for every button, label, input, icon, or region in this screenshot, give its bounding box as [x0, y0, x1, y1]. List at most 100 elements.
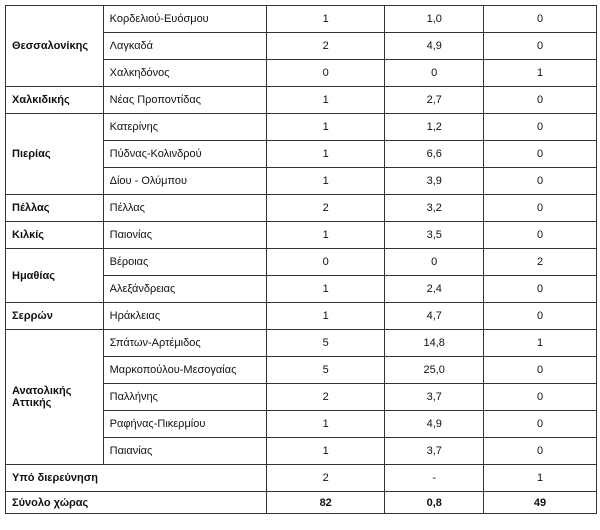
value-cell: 5 [265, 356, 386, 384]
table-row: Σερρών Ηράκλειας 1 4,7 0 [5, 302, 597, 330]
value-cell: 2,7 [384, 86, 485, 114]
municipality-cell: Δίου - Ολύμπου [102, 167, 267, 195]
value-cell: 1 [265, 275, 386, 303]
table-row: Πιερίας Κατερίνης 1 1,2 0 [5, 113, 597, 195]
value-cell: 0 [483, 5, 597, 33]
value-cell: 0 [483, 32, 597, 60]
value-cell: 4,9 [384, 410, 485, 438]
value-cell: 0 [483, 275, 597, 303]
municipality-cell: Χαλκηδόνος [102, 59, 267, 87]
table-row: Ραφήνας-Πικερμίου 1 4,9 0 [6, 410, 597, 438]
value-cell: 82 [265, 491, 386, 514]
value-cell: 2,4 [384, 275, 485, 303]
municipality-cell: Κατερίνης [102, 113, 267, 141]
value-cell: 5 [265, 329, 386, 357]
value-cell: 0 [483, 194, 597, 222]
region-cell: Πιερίας [5, 113, 104, 195]
value-cell: 4,9 [384, 32, 485, 60]
value-cell: 0 [483, 302, 597, 330]
value-cell: 0 [483, 167, 597, 195]
value-cell: 1 [265, 167, 386, 195]
value-cell: 25,0 [384, 356, 485, 384]
municipality-cell: Ραφήνας-Πικερμίου [102, 410, 267, 438]
value-cell: 2 [265, 194, 386, 222]
municipality-cell: Παιανίας [102, 437, 267, 465]
summary-label: Υπό διερεύνηση [5, 464, 267, 492]
value-cell: 0 [483, 356, 597, 384]
value-cell: 1 [265, 113, 386, 141]
table-row: Μαρκοπούλου-Μεσογαίας 5 25,0 0 [6, 356, 597, 384]
municipality-cell: Πύδνας-Κολινδρού [102, 140, 267, 168]
region-cell: Σερρών [5, 302, 104, 330]
value-cell: 1 [483, 464, 597, 492]
value-cell: 0 [483, 383, 597, 411]
table-row: Παιανίας 1 3,7 0 [6, 437, 597, 465]
value-cell: 2 [265, 383, 386, 411]
value-cell: 14,8 [384, 329, 485, 357]
value-cell: 3,9 [384, 167, 485, 195]
value-cell: 0 [483, 437, 597, 465]
municipality-cell: Αλεξάνδρειας [102, 275, 267, 303]
summary-row: Υπό διερεύνηση 2-1 [5, 464, 597, 492]
value-cell: 0 [483, 140, 597, 168]
value-cell: 1 [483, 59, 597, 87]
value-cell: 1 [265, 140, 386, 168]
table-row: Ανατολικής Αττικής Σπάτων-Αρτέμιδος 5 14,8 1 [5, 329, 597, 465]
value-cell: 0 [483, 86, 597, 114]
table-row: Χαλκιδικής Νέας Προποντίδας 1 2,7 0 [5, 86, 597, 114]
municipality-cell: Ηράκλειας [102, 302, 267, 330]
municipality-cell: Νέας Προποντίδας [102, 86, 267, 114]
value-cell: 0,8 [384, 491, 485, 514]
municipality-cell: Πέλλας [102, 194, 267, 222]
value-cell: 1 [265, 221, 386, 249]
value-cell: 3,2 [384, 194, 485, 222]
value-cell: 1 [265, 302, 386, 330]
value-cell: 2 [265, 32, 386, 60]
table-row: Δίου - Ολύμπου 1 3,9 0 [6, 167, 597, 195]
table-row: Κιλκίς Παιονίας 1 3,5 0 [5, 221, 597, 249]
value-cell: 4,7 [384, 302, 485, 330]
table-row: Ημαθίας Βέροιας 0 0 2 [5, 248, 597, 303]
municipality-cell: Λαγκαδά [102, 32, 267, 60]
value-cell: 0 [483, 410, 597, 438]
value-cell: 1 [265, 437, 386, 465]
value-cell: 1 [265, 5, 386, 33]
municipality-cell: Μαρκοπούλου-Μεσογαίας [102, 356, 267, 384]
table-row: Χαλκηδόνος 0 0 1 [6, 59, 597, 87]
municipality-cell: Κορδελιού-Ευόσμου [102, 5, 267, 33]
value-cell: - [384, 464, 485, 492]
value-cell: 3,7 [384, 437, 485, 465]
municipality-cell: Βέροιας [102, 248, 267, 276]
value-cell: 2 [483, 248, 597, 276]
value-cell: 3,5 [384, 221, 485, 249]
table-row: Πέλλας Πέλλας 2 3,2 0 [5, 194, 597, 222]
value-cell: 0 [483, 221, 597, 249]
summary-row: Σύνολο χώρας 82 0,8 49 [5, 491, 597, 514]
value-cell: 3,7 [384, 383, 485, 411]
table-row: Πύδνας-Κολινδρού 1 6,6 0 [6, 140, 597, 168]
value-cell: 0 [384, 59, 485, 87]
municipality-cell: Παλλήνης [102, 383, 267, 411]
table-row: Θεσσαλονίκης Κορδελιού-Ευόσμου 1 1,0 0 [5, 5, 597, 87]
value-cell: 1,2 [384, 113, 485, 141]
value-cell: 1 [265, 86, 386, 114]
value-cell: 1 [483, 329, 597, 357]
value-cell: 1 [265, 410, 386, 438]
region-cell: Χαλκιδικής [5, 86, 104, 114]
value-cell: 0 [265, 248, 386, 276]
value-cell: 0 [483, 113, 597, 141]
region-cell: Ανατολικής Αττικής [5, 329, 104, 465]
region-cell: Θεσσαλονίκης [5, 5, 104, 87]
value-cell: 1,0 [384, 5, 485, 33]
value-cell: 6,6 [384, 140, 485, 168]
value-cell: 0 [384, 248, 485, 276]
value-cell: 49 [483, 491, 597, 514]
municipality-cases-table: Θεσσαλονίκης Κορδελιού-Ευόσμου 1 1,0 0 Λαγκαδ… [5, 5, 597, 514]
region-cell: Πέλλας [5, 194, 104, 222]
table-row: Παλλήνης 2 3,7 0 [6, 383, 597, 411]
summary-label: Σύνολο χώρας [5, 491, 267, 514]
region-cell: Ημαθίας [5, 248, 104, 303]
municipality-cell: Σπάτων-Αρτέμιδος [102, 329, 267, 357]
value-cell: 2 [265, 464, 386, 492]
municipality-cell: Παιονίας [102, 221, 267, 249]
